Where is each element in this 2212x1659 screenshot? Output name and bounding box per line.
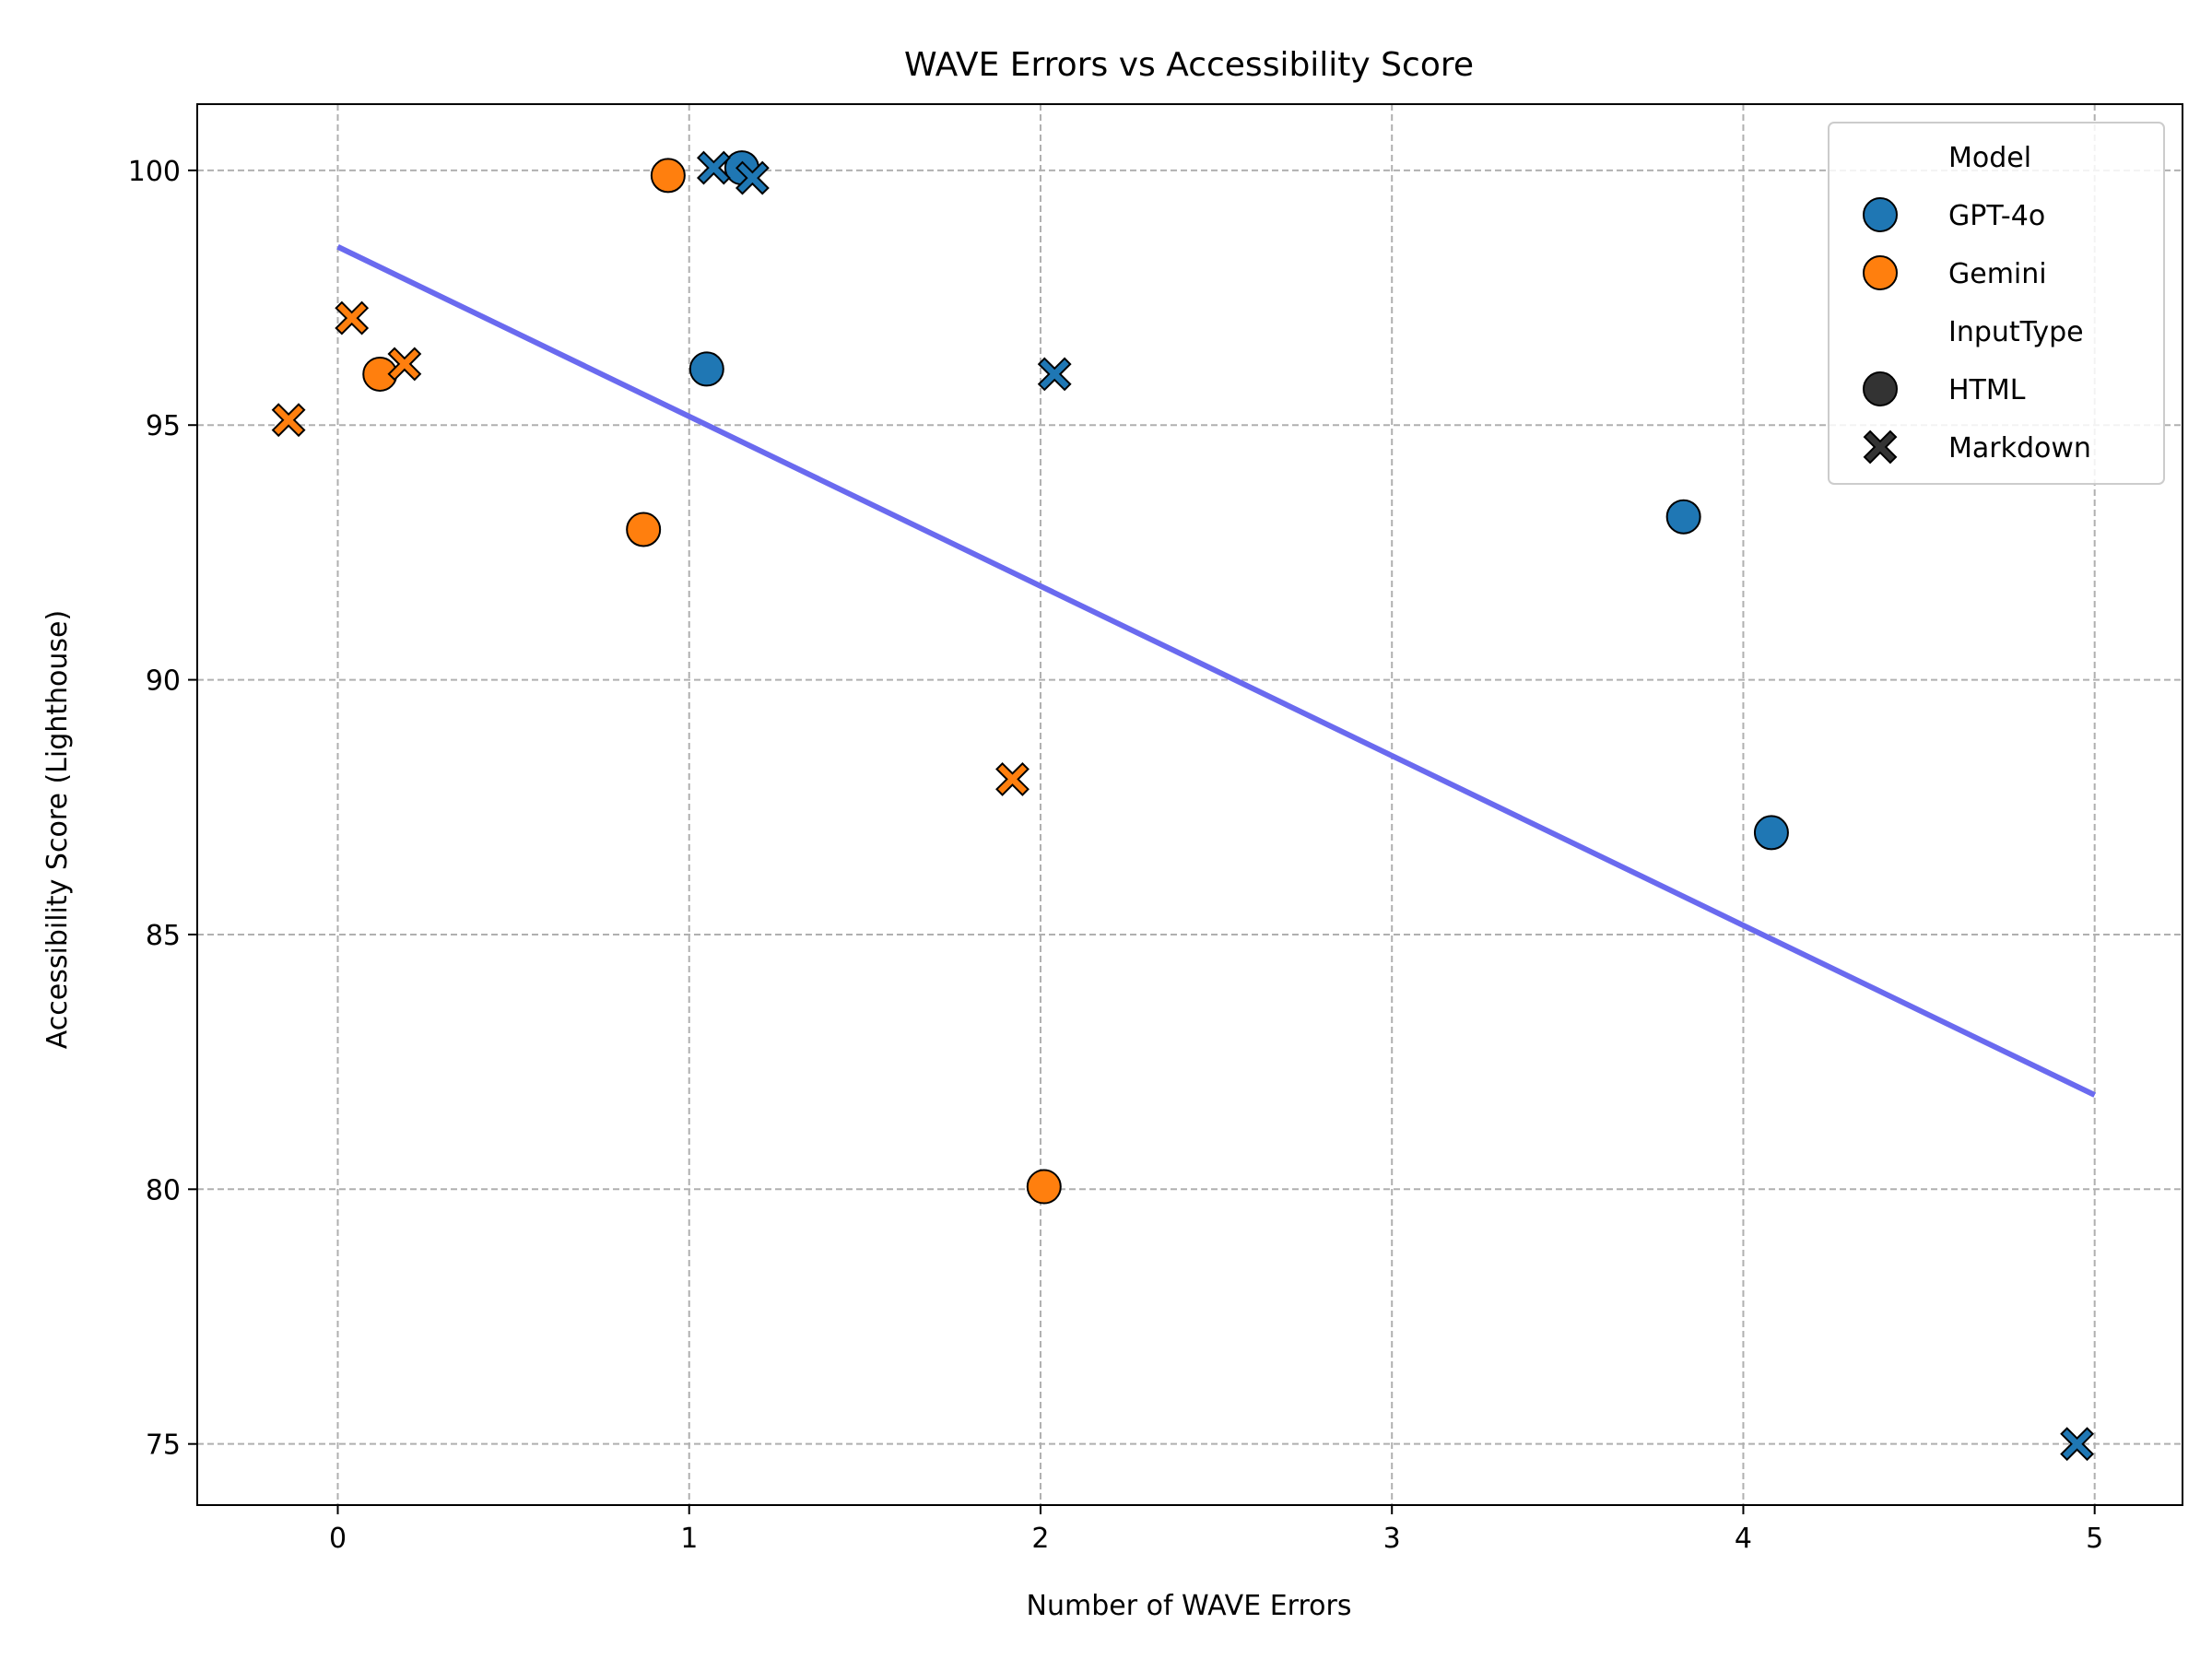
x-axis-ticks: 0 1 2 3 4 5 <box>329 1505 2103 1555</box>
legend-html-marker <box>1863 371 1898 406</box>
legend-label: GPT-4o <box>1948 200 2045 232</box>
legend-gemini-marker <box>1863 255 1898 290</box>
legend-label: Gemini <box>1948 258 2047 290</box>
y-tick-label: 90 <box>146 665 181 698</box>
x-tick-label: 5 <box>2086 1523 2103 1555</box>
gpt-4o-markdown-point <box>735 160 770 195</box>
x-tick-label: 0 <box>329 1523 347 1555</box>
x-tick-label: 3 <box>1383 1523 1401 1555</box>
gemini-html-point <box>1026 1169 1062 1205</box>
legend-label: HTML <box>1948 374 2026 406</box>
x-tick-label: 2 <box>1031 1523 1049 1555</box>
x-tick-label: 4 <box>1735 1523 1752 1555</box>
gemini-markdown-point <box>387 347 422 382</box>
gpt-4o-markdown-point <box>696 150 731 185</box>
gpt-4o-html-point <box>1753 815 1789 851</box>
y-tick-label: 75 <box>146 1430 181 1462</box>
trend-line-group <box>336 244 2096 1098</box>
x-tick-label: 1 <box>680 1523 698 1555</box>
gpt-4o-html-point <box>1665 499 1701 535</box>
trend-line <box>336 244 2096 1098</box>
legend-title: InputType <box>1948 316 2084 348</box>
gemini-html-point <box>626 512 662 547</box>
legend-gpt-4o-marker <box>1863 197 1898 232</box>
gpt-4o-markdown-point <box>2060 1427 2095 1462</box>
chart-title: WAVE Errors vs Accessibility Score <box>904 46 1474 84</box>
y-tick-label: 85 <box>146 920 181 952</box>
y-tick-label: 100 <box>128 156 181 188</box>
gemini-html-point <box>650 158 686 194</box>
gpt-4o-html-point <box>688 351 724 387</box>
gemini-markdown-point <box>271 403 306 438</box>
legend-title: Model <box>1948 142 2031 174</box>
y-tick-label: 95 <box>146 410 181 442</box>
y-tick-label: 80 <box>146 1174 181 1206</box>
gemini-markdown-point <box>335 300 370 335</box>
legend-markdown-marker <box>1863 429 1898 465</box>
gemini-markdown-point <box>995 761 1030 796</box>
y-axis-label: Accessibility Score (Lighthouse) <box>41 610 74 1049</box>
gpt-4o-markdown-point <box>1037 357 1072 392</box>
y-axis-ticks: 75 80 85 90 95 100 <box>128 156 197 1462</box>
legend-label: Markdown <box>1948 432 2091 465</box>
x-axis-label: Number of WAVE Errors <box>1027 1590 1352 1622</box>
data-points <box>271 150 2095 1462</box>
plot-frame <box>196 103 2183 1506</box>
legend: Model GPT-4o Gemini InputType HTML Markdown <box>1828 122 2165 485</box>
legend-box <box>1828 122 2165 485</box>
